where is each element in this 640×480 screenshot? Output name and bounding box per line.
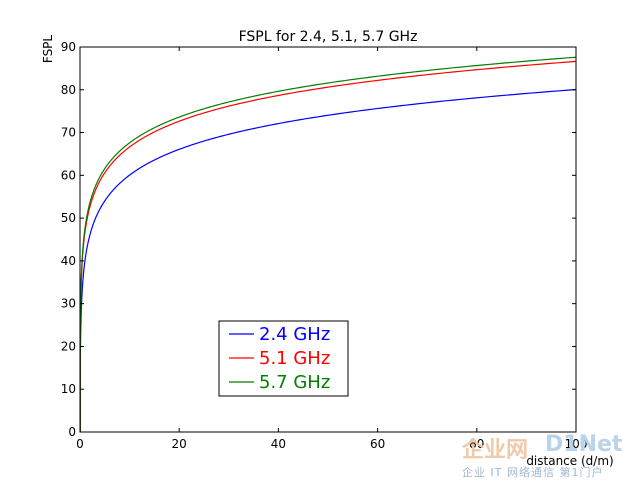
legend-label: 2.4 GHz — [259, 324, 330, 345]
y-tick-label: 80 — [61, 83, 76, 97]
y-tick-label: 20 — [61, 339, 76, 353]
y-tick-label: 60 — [61, 168, 76, 182]
x-tick-label: 40 — [271, 437, 286, 451]
y-tick-label: 0 — [68, 425, 76, 439]
legend-label: 5.7 GHz — [259, 372, 330, 393]
y-tick-label: 90 — [61, 40, 76, 54]
series-layer — [80, 56, 576, 432]
legend: 2.4 GHz 5.1 GHz 5.7 GHz — [218, 320, 349, 397]
y-tick-label: 10 — [61, 382, 76, 396]
x-tick-label: 20 — [172, 437, 187, 451]
chart-title: FSPL for 2.4, 5.1, 5.7 GHz — [239, 29, 418, 45]
y-tick-label: 30 — [61, 297, 76, 311]
ticks-layer: 0 20 40 60 80 100 0 10 20 30 40 50 60 70 80 90 — [61, 40, 588, 451]
y-tick-label: 40 — [61, 254, 76, 268]
y-tick-label: 70 — [61, 126, 76, 140]
legend-label: 5.1 GHz — [259, 348, 330, 369]
x-tick-label: 100 — [565, 437, 588, 451]
x-tick-label: 80 — [469, 437, 484, 451]
x-axis-label: distance (d/m) — [526, 454, 613, 468]
watermark-en: D1Net — [545, 432, 623, 457]
y-axis-label: FSPL — [41, 35, 55, 64]
x-tick-label: 60 — [370, 437, 385, 451]
watermark-subtitle: 企业 IT 网络通信 第1门户 — [462, 466, 604, 479]
plot-frame — [79, 46, 577, 433]
x-tick-label: 0 — [76, 437, 84, 451]
series-line-3 — [80, 56, 576, 432]
watermark-cn: 企业网 — [462, 438, 529, 463]
y-tick-label: 50 — [61, 211, 76, 225]
